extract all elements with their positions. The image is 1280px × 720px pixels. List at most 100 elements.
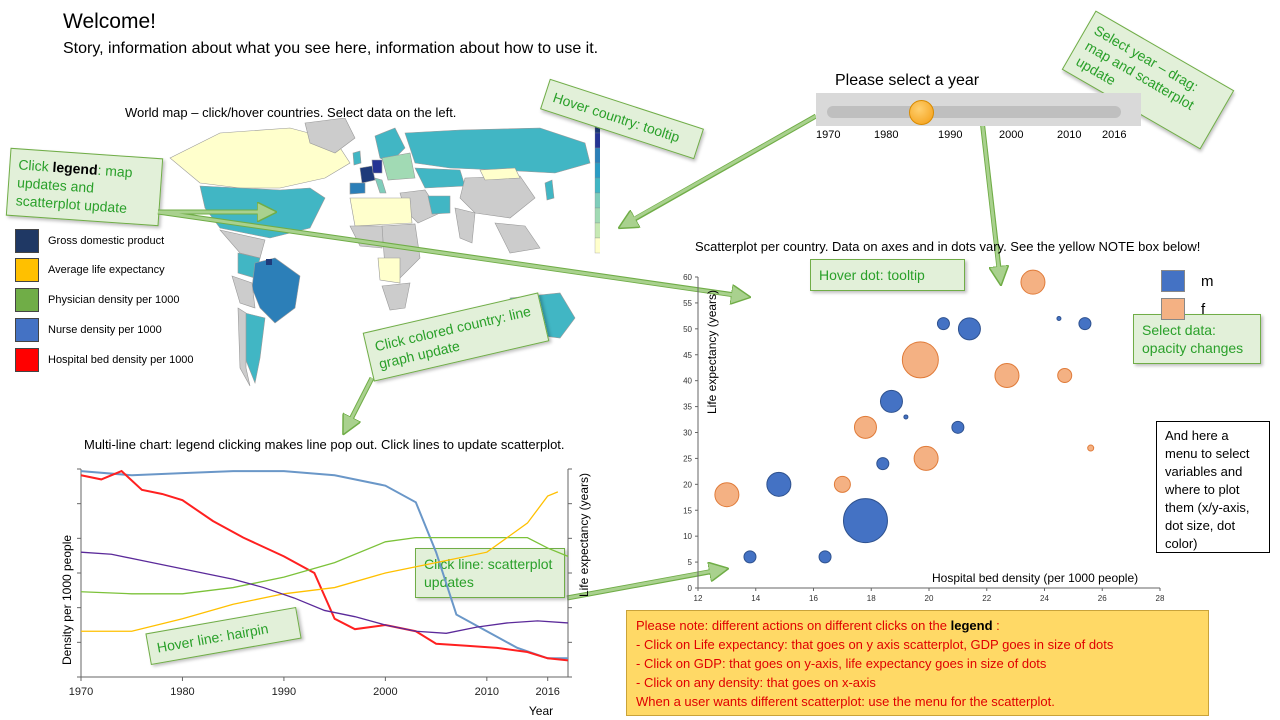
variable-menu-note: And here a menu to select variables and … [1156, 421, 1270, 553]
legend-label[interactable]: Nurse density per 1000 [48, 324, 162, 336]
yellow-note-bullet-2: - Click on GDP: that goes on y-axis, lif… [636, 656, 1047, 671]
scatter-dot-m[interactable] [879, 389, 903, 413]
scatter-dot-m[interactable] [903, 414, 909, 420]
legend-swatch[interactable] [15, 348, 39, 372]
line-chart-caption: Multi-line chart: legend clicking makes … [84, 437, 565, 452]
map-country-japan[interactable] [544, 179, 555, 201]
line-y-axis-label: Density per 1000 people [60, 535, 74, 665]
legend-label[interactable]: Physician density per 1000 [48, 294, 180, 306]
scatter-dot-m[interactable] [936, 317, 950, 331]
scatter-dot-f[interactable] [901, 341, 939, 379]
map-country-canada[interactable] [169, 127, 351, 189]
legend-swatch[interactable] [15, 318, 39, 342]
map-country-congo[interactable] [377, 257, 401, 284]
year-slider-track[interactable] [827, 106, 1121, 118]
legend-label[interactable]: Average life expectancy [48, 264, 165, 276]
map-country-argentina[interactable] [244, 312, 266, 385]
map-country-iran[interactable] [427, 195, 451, 215]
legend-swatch[interactable] [15, 229, 39, 253]
slider-tick-label: 2016 [1102, 129, 1127, 141]
map-country-guyana[interactable] [266, 259, 272, 265]
scatter-dot-f[interactable] [1020, 269, 1046, 295]
slider-tick-label: 2000 [999, 129, 1024, 141]
scatter-dot-m[interactable] [818, 550, 832, 564]
map-country-peru[interactable] [231, 275, 256, 309]
scatter-y-tick: 45 [683, 351, 692, 360]
map-scale-swatch [594, 177, 600, 194]
map-country-india[interactable] [454, 207, 476, 244]
scatterplot[interactable]: 12 14 16 18 20 22 24 26 28 0 5 10 15 20 25 30 35 40 45 50 55… [660, 262, 1170, 607]
scatter-dot-m[interactable] [842, 498, 888, 544]
line-series[interactable] [81, 491, 559, 632]
scatter-legend-label[interactable]: f [1201, 300, 1206, 318]
scatter-dot-m[interactable] [876, 457, 890, 471]
scatter-dot-m[interactable] [951, 420, 965, 434]
scatter-legend-item[interactable]: f [1161, 298, 1205, 320]
map-country-china[interactable] [459, 175, 536, 219]
map-country-usa[interactable] [199, 185, 326, 239]
scatter-caption: Scatterplot per country. Data on axes an… [695, 239, 1201, 254]
scatter-dot-f[interactable] [833, 475, 851, 493]
map-country-south-africa[interactable] [381, 282, 411, 311]
line-series[interactable] [80, 470, 568, 660]
scatter-y-tick: 0 [688, 584, 693, 593]
map-country-spain[interactable] [349, 182, 366, 195]
legend-item[interactable]: Physician density per 1000 [15, 288, 179, 312]
scatter-dot-m[interactable] [957, 317, 981, 341]
scatter-x-tick: 28 [1156, 594, 1165, 603]
scatter-dot-f[interactable] [714, 482, 740, 508]
scatter-dot-m[interactable] [1056, 315, 1062, 321]
scatter-y-tick: 10 [683, 532, 692, 541]
line-series[interactable] [80, 469, 569, 662]
legend-item[interactable]: Average life expectancy [15, 258, 165, 282]
legend-item[interactable]: Hospital bed density per 1000 [15, 348, 194, 372]
scatter-dot-f[interactable] [1087, 444, 1095, 452]
legend-item[interactable]: Gross domestic product [15, 229, 164, 253]
map-country-brazil[interactable] [251, 257, 301, 324]
scatter-x-tick: 26 [1098, 594, 1107, 603]
scatter-dot-f[interactable] [853, 415, 877, 439]
legend-swatch[interactable] [15, 288, 39, 312]
scatter-dot-f[interactable] [1057, 367, 1073, 383]
multi-line-chart[interactable]: 1970 1980 1990 2000 2010 2016 Density per 100… [55, 455, 600, 720]
map-country-west-africa[interactable] [349, 225, 386, 249]
scatter-dot-f[interactable] [913, 445, 939, 471]
scatter-dot-m[interactable] [743, 550, 757, 564]
legend-swatch[interactable] [15, 258, 39, 282]
scatter-legend-item[interactable]: m [1161, 270, 1214, 292]
map-country-southeast-asia[interactable] [494, 222, 541, 254]
scatter-dot-f[interactable] [994, 362, 1020, 388]
map-country-greenland[interactable] [304, 118, 356, 154]
map-country-france[interactable] [359, 165, 376, 184]
legend-label[interactable]: Hospital bed density per 1000 [48, 354, 194, 366]
note-select-year: Select year – drag: map and scatterplot … [1061, 10, 1235, 150]
scatter-legend-swatch[interactable] [1161, 298, 1185, 320]
scatter-x-tick: 24 [1040, 594, 1049, 603]
map-country-italy[interactable] [374, 177, 387, 194]
scatter-x-axis-label: Hospital bed density (per 1000 people) [932, 571, 1138, 585]
map-country-kazakhstan[interactable] [414, 167, 466, 189]
map-country-chile[interactable] [237, 307, 251, 387]
legend-item[interactable]: Nurse density per 1000 [15, 318, 162, 342]
map-country-germany[interactable] [371, 159, 383, 174]
scatter-dot-m[interactable] [1078, 317, 1092, 331]
scatter-legend-label[interactable]: m [1201, 272, 1214, 290]
slider-tick-label: 2010 [1057, 129, 1082, 141]
map-country-mongolia[interactable] [479, 167, 521, 181]
scatter-dot-m[interactable] [766, 471, 792, 497]
map-scale-swatch [594, 162, 600, 179]
scatter-legend-swatch[interactable] [1161, 270, 1185, 292]
line-x-axis-label: Year [529, 704, 553, 718]
line-series[interactable] [80, 536, 569, 595]
yellow-note-intro: Please note: different actions on differ… [636, 618, 1000, 633]
map-country-north-africa[interactable] [349, 197, 413, 227]
map-country-uk[interactable] [352, 150, 362, 166]
legend-label[interactable]: Gross domestic product [48, 235, 165, 247]
yellow-note-bullet-1: - Click on Life expectancy: that goes on… [636, 637, 1114, 652]
scatter-x-tick: 16 [809, 594, 818, 603]
map-scale-swatch [594, 192, 600, 209]
year-slider-handle[interactable] [909, 100, 934, 125]
map-country-russia[interactable] [404, 127, 591, 174]
line-series[interactable] [80, 551, 569, 634]
map-country-eastern-europe[interactable] [381, 152, 416, 181]
